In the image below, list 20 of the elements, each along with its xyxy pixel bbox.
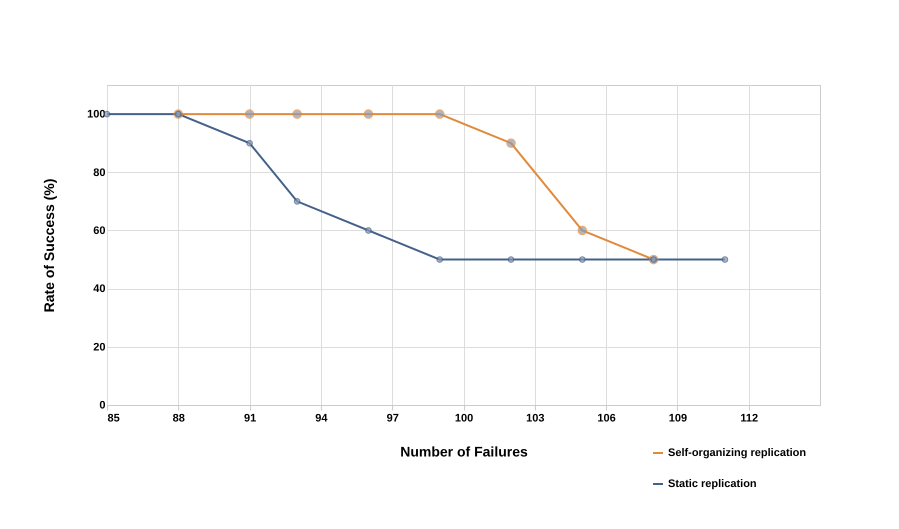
y-tick-label: 20 — [93, 341, 106, 354]
y-axis-title: Rate of Success (%) — [41, 178, 58, 312]
legend-label: Static replication — [668, 478, 757, 490]
y-tick-label: 100 — [87, 108, 106, 121]
x-tick-label: 94 — [315, 412, 328, 424]
x-tick-label: 103 — [526, 412, 544, 424]
x-tick-label: 109 — [668, 412, 688, 424]
x-tick-label: 106 — [597, 412, 616, 424]
x-tick-label: 91 — [244, 412, 256, 424]
x-axis-title: Number of Failures — [400, 444, 528, 460]
y-tick-label: 60 — [93, 224, 106, 237]
y-tick-label: 40 — [93, 283, 106, 296]
legend-label: Self-organizing replication — [668, 447, 806, 459]
y-tick-label: 0 — [99, 400, 106, 412]
x-tick-label: 88 — [172, 412, 185, 424]
y-tick-label: 80 — [93, 166, 106, 179]
x-tick-label: 97 — [386, 412, 399, 424]
x-tick-label: 112 — [740, 412, 758, 424]
x-tick-label: 85 — [108, 412, 120, 424]
x-tick-label: 100 — [454, 412, 474, 424]
